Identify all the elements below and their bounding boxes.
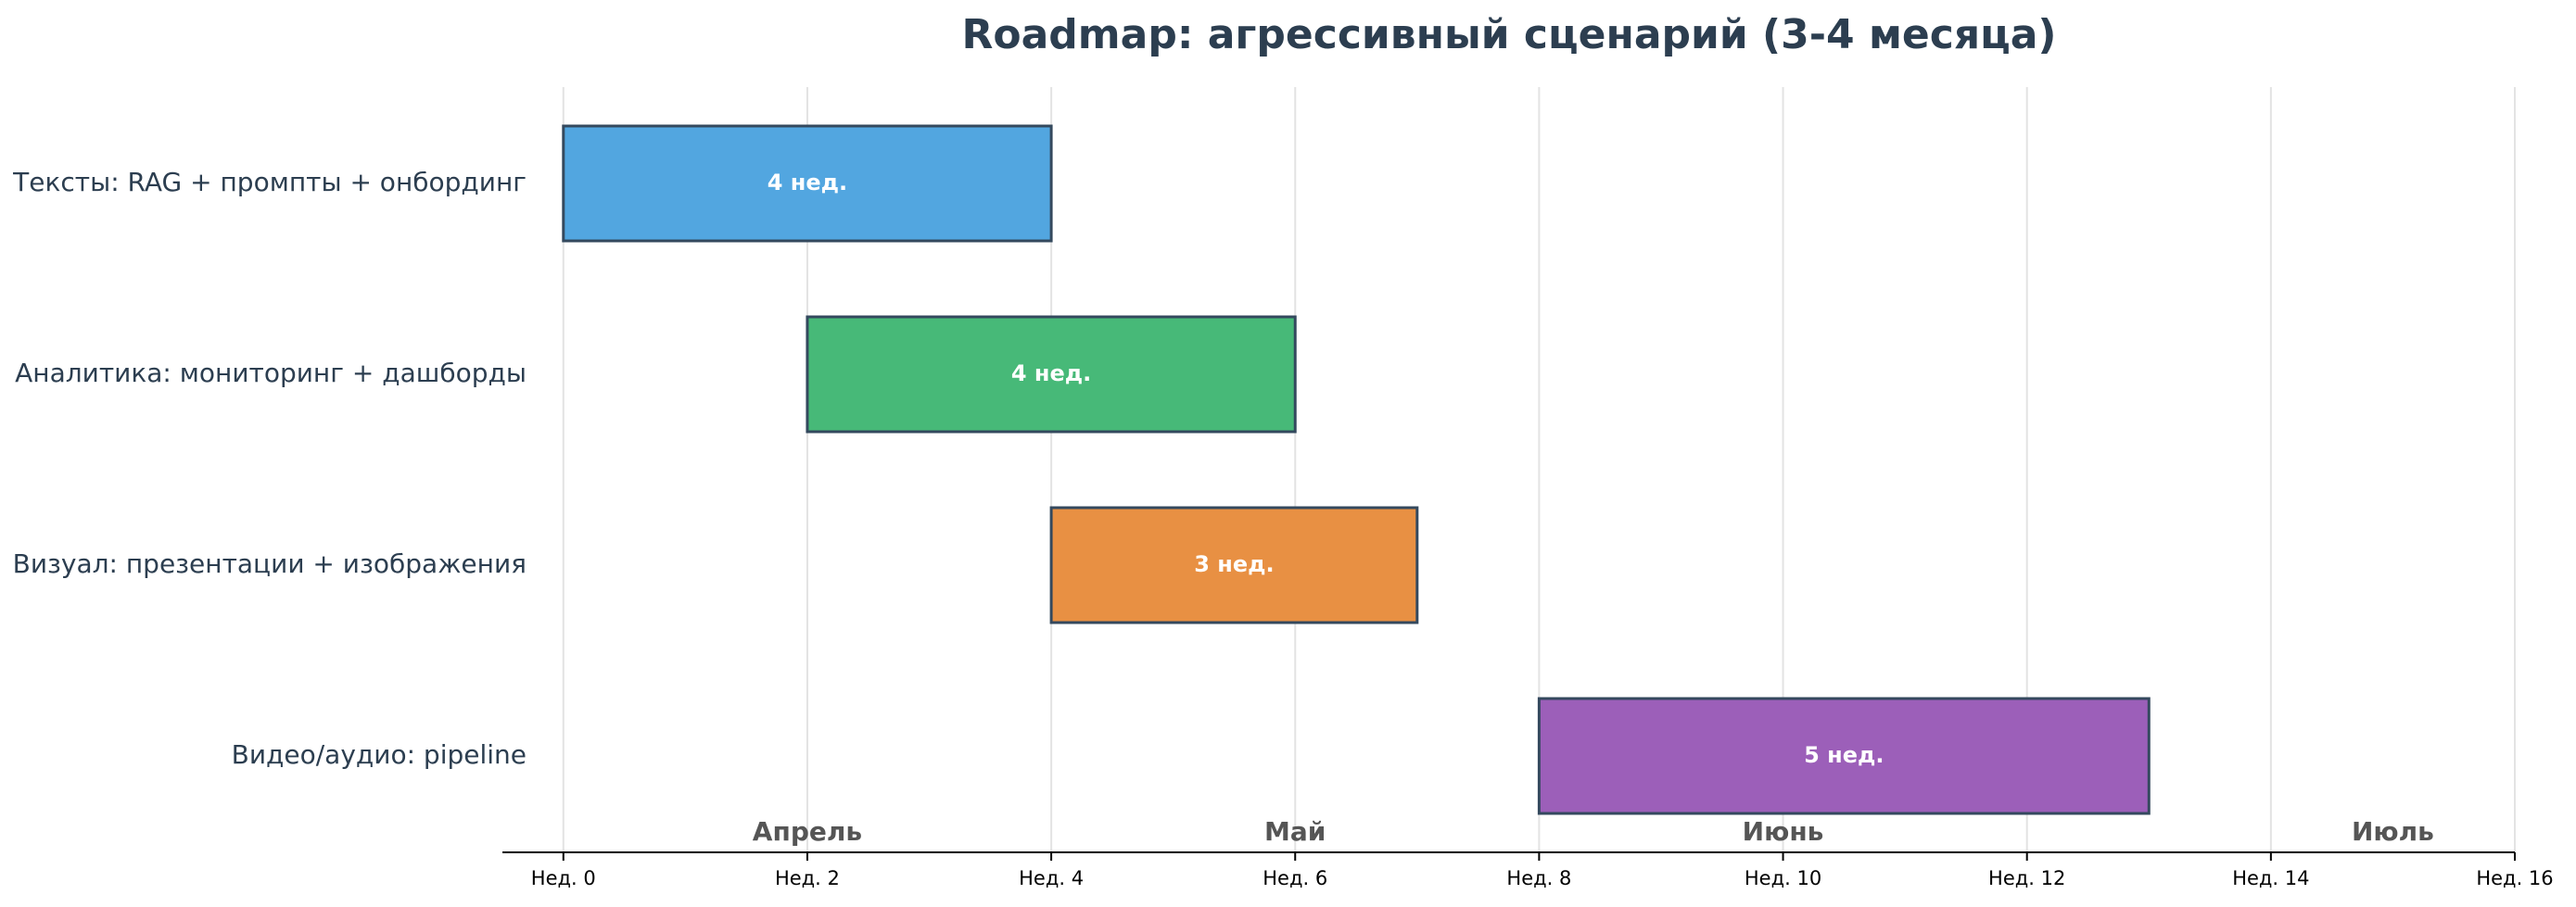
y-tick-label: Аналитика: мониторинг + дашборды [15,358,527,388]
x-tick-label: Нед. 6 [1263,867,1327,889]
x-tick-label: Нед. 4 [1019,867,1084,889]
x-tick-label: Нед. 10 [1745,867,1821,889]
month-label: Май [1264,816,1326,847]
chart-title: Roadmap: агрессивный сценарий (3-4 месяц… [961,11,2056,58]
bar [1049,506,1419,624]
y-tick-label: Видео/аудио: pipeline [232,739,527,770]
x-tick-label: Нед. 8 [1506,867,1571,889]
x-tick-label: Нед. 2 [775,867,840,889]
y-tick-label: Тексты: RAG + промпты + онбординг [12,167,527,197]
month-label: Апрель [753,816,862,847]
bar-label: 3 нед. [1194,551,1274,577]
bar-label: 4 нед. [1011,360,1091,386]
bar [562,124,1053,243]
x-tick-label: Нед. 12 [1988,867,2065,889]
bar-label: 4 нед. [768,170,847,195]
x-tick-label: Нед. 16 [2476,867,2553,889]
bar [1537,697,2151,815]
bar-label: 5 нед. [1804,742,1884,768]
bar [806,315,1297,434]
x-tick-label: Нед. 14 [2232,867,2309,889]
month-label: Июль [2352,816,2434,847]
month-label: Июнь [1743,816,1824,847]
x-tick-label: Нед. 0 [531,867,596,889]
y-tick-label: Визуал: презентации + изображения [13,548,527,579]
